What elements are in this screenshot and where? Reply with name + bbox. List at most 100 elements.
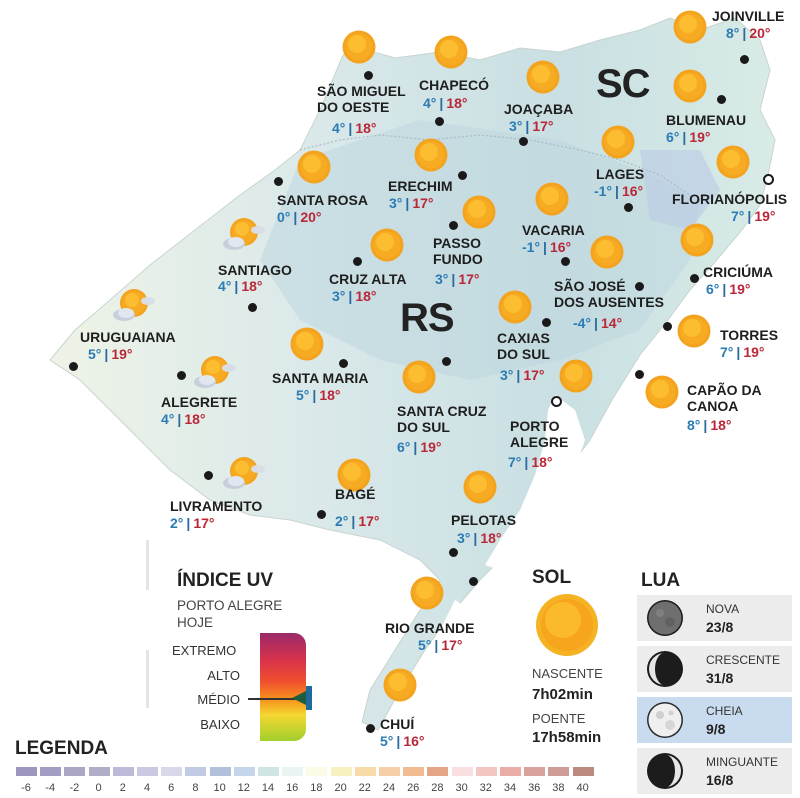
legend-tick: 40 bbox=[576, 782, 589, 794]
max-temp: 19° bbox=[754, 208, 776, 224]
city-name: SANTA MARIA bbox=[272, 370, 369, 386]
city-name: FLORIANÓPOLIS bbox=[672, 191, 788, 207]
temp-separator: | bbox=[451, 271, 456, 287]
city-marker[interactable] bbox=[366, 724, 375, 733]
city-name: LIVRAMENTO bbox=[170, 498, 263, 514]
temp-separator: | bbox=[703, 417, 708, 433]
city-marker[interactable] bbox=[663, 322, 672, 331]
city-marker[interactable] bbox=[364, 71, 373, 80]
temp-separator: | bbox=[682, 129, 687, 145]
city-temperatures: -1° | 16° bbox=[594, 183, 643, 199]
capital-marker[interactable] bbox=[551, 396, 562, 407]
city-marker[interactable] bbox=[624, 203, 633, 212]
moon-phase-date: 16/8 bbox=[706, 772, 734, 788]
moon-phase-name: NOVA bbox=[706, 602, 740, 616]
city-marker[interactable] bbox=[274, 177, 283, 186]
city-name: VACARIA bbox=[522, 222, 585, 238]
city-marker[interactable] bbox=[353, 257, 362, 266]
legend-swatch bbox=[403, 767, 425, 776]
min-temp: 8° bbox=[726, 25, 740, 41]
legend-tick: -2 bbox=[69, 782, 80, 794]
moon-phase-name: MINGUANTE bbox=[706, 755, 778, 769]
legend-title: LEGENDA bbox=[15, 738, 108, 759]
legend-tick: 8 bbox=[192, 782, 199, 794]
city-marker[interactable] bbox=[435, 117, 444, 126]
waxing-moon-icon bbox=[646, 650, 684, 688]
temp-separator: | bbox=[348, 120, 353, 136]
temp-separator: | bbox=[413, 439, 418, 455]
min-temp: 6° bbox=[706, 281, 720, 297]
city-marker[interactable] bbox=[635, 282, 644, 291]
moon-phase-row: NOVA 23/8 bbox=[637, 595, 792, 641]
legend-swatch bbox=[209, 767, 231, 776]
min-temp: 4° bbox=[161, 411, 175, 427]
city-marker[interactable] bbox=[204, 471, 213, 480]
city-name: PASSO FUNDO bbox=[433, 235, 483, 267]
city-marker[interactable] bbox=[717, 95, 726, 104]
legend-swatch bbox=[500, 767, 521, 776]
legend-swatch bbox=[451, 767, 473, 776]
min-temp: 2° bbox=[170, 515, 184, 531]
state-label-rs: RS bbox=[400, 296, 455, 340]
city-marker[interactable] bbox=[442, 357, 451, 366]
city-marker[interactable] bbox=[635, 370, 644, 379]
city-marker[interactable] bbox=[449, 221, 458, 230]
legend-swatch bbox=[112, 767, 134, 776]
legend-tick: 18 bbox=[310, 782, 323, 794]
city-temperatures: 5° | 17° bbox=[418, 637, 462, 653]
sunny-icon bbox=[601, 125, 635, 159]
max-temp: 18° bbox=[531, 454, 553, 470]
city-marker[interactable] bbox=[339, 359, 348, 368]
temp-separator: | bbox=[348, 288, 353, 304]
legend-swatch bbox=[379, 767, 400, 776]
legend-swatch bbox=[475, 767, 497, 776]
city-temperatures: 2° | 17° bbox=[335, 513, 379, 529]
legend-swatch bbox=[16, 767, 37, 776]
city-marker[interactable] bbox=[561, 257, 570, 266]
legend-swatch bbox=[88, 767, 110, 776]
city-marker[interactable] bbox=[469, 577, 478, 586]
sunset-value: 17h58min bbox=[532, 729, 602, 746]
uv-level-alto: ALTO bbox=[207, 668, 240, 683]
city-marker[interactable] bbox=[542, 318, 551, 327]
city-marker[interactable] bbox=[740, 55, 749, 64]
sunny-icon bbox=[526, 60, 560, 94]
divider bbox=[146, 650, 149, 708]
city-marker[interactable] bbox=[69, 362, 78, 371]
legend-tick: 26 bbox=[407, 782, 420, 794]
city-temperatures: 7° | 18° bbox=[508, 454, 552, 470]
city-marker[interactable] bbox=[458, 171, 467, 180]
city-name: RIO GRANDE bbox=[385, 620, 475, 636]
legend-tick: 0 bbox=[95, 782, 102, 794]
max-temp: 18° bbox=[446, 95, 468, 111]
uv-level-baixo: BAIXO bbox=[200, 717, 240, 732]
city-name: CAXIAS DO SUL bbox=[497, 330, 550, 362]
temp-separator: | bbox=[615, 183, 619, 199]
min-temp: 5° bbox=[88, 346, 102, 362]
city-marker[interactable] bbox=[690, 274, 699, 283]
city-marker[interactable] bbox=[248, 303, 257, 312]
legend-swatch bbox=[64, 767, 86, 776]
max-temp: 17° bbox=[458, 271, 480, 287]
capital-marker[interactable] bbox=[763, 174, 774, 185]
city-marker[interactable] bbox=[449, 548, 458, 557]
city-marker[interactable] bbox=[317, 510, 326, 519]
city-marker[interactable] bbox=[519, 137, 528, 146]
legend-tick: 30 bbox=[455, 782, 468, 794]
legend-swatch bbox=[306, 767, 328, 776]
sunny-icon bbox=[402, 360, 436, 394]
max-temp: 17° bbox=[532, 118, 554, 134]
max-temp: 17° bbox=[193, 515, 215, 531]
max-temp: 16° bbox=[549, 239, 572, 255]
min-temp: 5° bbox=[296, 387, 310, 403]
city-temperatures: 4° | 18° bbox=[332, 120, 376, 136]
city-marker[interactable] bbox=[177, 371, 186, 380]
max-temp: 16° bbox=[621, 183, 644, 199]
legend-tick: -4 bbox=[45, 782, 56, 794]
partly-cloudy-icon bbox=[222, 455, 266, 491]
sunny-icon bbox=[716, 145, 750, 179]
temp-separator: | bbox=[736, 344, 741, 360]
min-temp: 2° bbox=[335, 513, 349, 529]
temp-separator: | bbox=[722, 281, 727, 297]
city-name: SÃO JOSÉ DOS AUSENTES bbox=[554, 278, 664, 310]
